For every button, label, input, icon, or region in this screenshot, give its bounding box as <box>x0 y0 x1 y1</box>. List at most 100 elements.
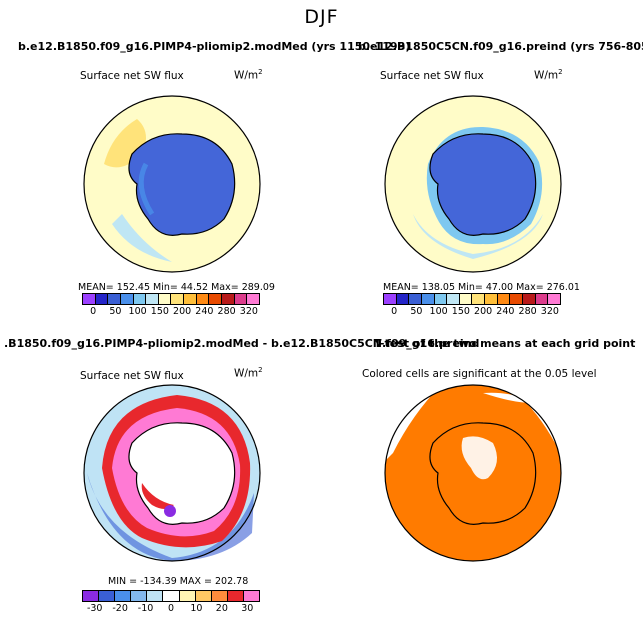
panel-title-top-right: b.e12.B1850C5CN.f09_g16.preind (yrs 756-… <box>358 40 643 53</box>
colorbar-tick-label: 30 <box>241 603 254 614</box>
variable-label-top-left: Surface net SW flux <box>80 70 184 82</box>
colorbar-swatch <box>196 294 210 304</box>
colorbar-tick-label: -30 <box>86 603 103 614</box>
colorbar-swatch <box>163 591 180 601</box>
colorbar-swatch <box>209 294 223 304</box>
colorbar-swatch <box>171 294 185 304</box>
colorbar-swatch <box>459 294 473 304</box>
polar-map-bottom-right <box>384 384 562 562</box>
colorbar-bottom-left <box>82 590 260 602</box>
map-boundary <box>83 95 261 273</box>
antarctica-landmass <box>128 133 236 236</box>
weddell-anomaly <box>141 483 174 509</box>
colorbar-swatch <box>133 294 147 304</box>
colorbar-tick-label: 100 <box>429 306 448 317</box>
colorbar-tick-label: 0 <box>391 306 398 317</box>
figure-title: DJF <box>304 6 339 28</box>
panel-title-bottom-right: T-test of the two means at each grid poi… <box>374 337 636 350</box>
colorbar-swatch <box>434 294 448 304</box>
stats-top-right: MEAN= 138.05 Min= 47.00 Max= 276.01 <box>383 282 580 293</box>
colorbar-ticks-top-left: 0 50 100 150 200 240 280 320 <box>82 306 260 318</box>
flux-band-lightblue <box>112 214 172 262</box>
colorbar-tick-label: 200 <box>474 306 493 317</box>
colorbar-tick-label: 50 <box>410 306 423 317</box>
colorbar-ticks-bottom-left: -30 -20 -10 0 10 20 30 <box>82 603 260 615</box>
colorbar-swatch <box>108 294 121 304</box>
colorbar-swatch <box>497 294 511 304</box>
units-label-bottom-left: W/m2 <box>234 366 263 380</box>
colorbar-swatch <box>421 294 435 304</box>
colorbar-swatch <box>510 294 524 304</box>
colorbar-swatch <box>548 294 560 304</box>
colorbar-swatch <box>147 591 164 601</box>
colorbar-swatch <box>83 591 100 601</box>
colorbar-swatch <box>234 294 248 304</box>
colorbar-tick-label: 280 <box>518 306 537 317</box>
min-anomaly-spot <box>164 505 176 517</box>
colorbar-swatch <box>447 294 460 304</box>
colorbar-swatch <box>247 294 259 304</box>
panel-title-top-left: b.e12.B1850.f09_g16.PIMP4-pliomip2.modMe… <box>18 40 411 53</box>
colorbar-swatch <box>146 294 159 304</box>
colorbar-ticks-top-right: 0 50 100 150 200 240 280 320 <box>383 306 561 318</box>
colorbar-swatch <box>222 294 235 304</box>
colorbar-tick-label: 320 <box>540 306 559 317</box>
colorbar-swatch <box>396 294 410 304</box>
colorbar-swatch <box>243 591 260 601</box>
colorbar-swatch <box>115 591 132 601</box>
colorbar-tick-label: 0 <box>90 306 97 317</box>
colorbar-tick-label: 50 <box>109 306 122 317</box>
map-boundary <box>83 384 261 562</box>
antarctica-landmass <box>429 133 537 236</box>
colorbar-tick-label: -10 <box>137 603 154 614</box>
colorbar-swatch <box>99 591 116 601</box>
stats-bottom-left: MIN = -134.39 MAX = 202.78 <box>108 576 249 587</box>
colorbar-tick-label: 280 <box>217 306 236 317</box>
map-boundary <box>384 384 562 562</box>
colorbar-swatch <box>227 591 244 601</box>
colorbar-swatch <box>120 294 134 304</box>
polar-map-top-right <box>384 95 562 273</box>
colorbar-top-left <box>82 293 260 305</box>
colorbar-swatch <box>535 294 549 304</box>
colorbar-swatch <box>384 294 397 304</box>
polar-map-top-left <box>83 95 261 273</box>
colorbar-top-right <box>383 293 561 305</box>
colorbar-tick-label: 0 <box>167 603 175 614</box>
colorbar-tick-label: 240 <box>496 306 515 317</box>
significance-note: Colored cells are significant at the 0.0… <box>362 368 597 380</box>
colorbar-swatch <box>472 294 486 304</box>
colorbar-swatch <box>211 591 228 601</box>
colorbar-tick-label: 150 <box>451 306 470 317</box>
colorbar-tick-label: 200 <box>173 306 192 317</box>
colorbar-tick-label: 320 <box>239 306 258 317</box>
colorbar-swatch <box>83 294 96 304</box>
panel-title-bottom-left: .B1850.f09_g16.PIMP4-pliomip2.modMed - b… <box>4 337 480 350</box>
colorbar-swatch <box>523 294 536 304</box>
insignificant-interior <box>461 436 497 480</box>
colorbar-swatch <box>485 294 498 304</box>
stats-top-left: MEAN= 152.45 Min= 44.52 Max= 289.09 <box>78 282 275 293</box>
flux-band-lightblue <box>413 214 543 259</box>
units-label-top-right: W/m2 <box>534 68 563 82</box>
colorbar-tick-label: -20 <box>112 603 128 614</box>
polar-map-bottom-left <box>83 384 261 562</box>
colorbar-tick-label: 150 <box>150 306 169 317</box>
negative-ring <box>87 473 254 561</box>
colorbar-swatch <box>158 294 172 304</box>
colorbar-tick-label: 20 <box>215 603 228 614</box>
units-label-top-left: W/m2 <box>234 68 263 82</box>
colorbar-swatch <box>179 591 196 601</box>
colorbar-swatch <box>409 294 422 304</box>
ice-shelf-edge <box>138 162 155 216</box>
colorbar-tick-label: 240 <box>195 306 214 317</box>
colorbar-tick-label: 10 <box>190 603 203 614</box>
variable-label-bottom-left: Surface net SW flux <box>80 370 184 382</box>
colorbar-swatch <box>95 294 109 304</box>
insignificant-patch <box>483 392 533 403</box>
colorbar-swatch <box>195 591 212 601</box>
variable-label-top-right: Surface net SW flux <box>380 70 484 82</box>
colorbar-tick-label: 100 <box>128 306 147 317</box>
map-boundary <box>384 95 562 273</box>
colorbar-swatch <box>131 591 148 601</box>
